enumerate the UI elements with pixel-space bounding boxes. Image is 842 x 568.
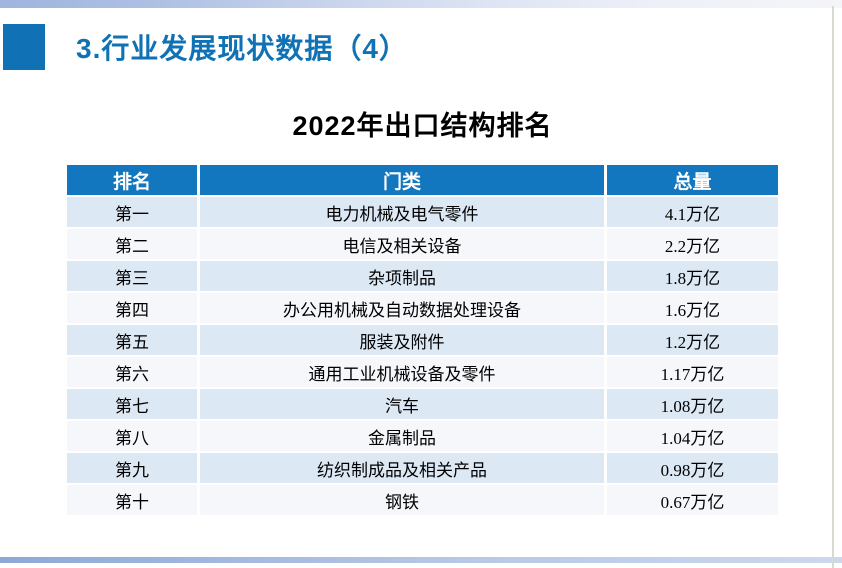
page-title: 3.行业发展现状数据（4） — [76, 33, 408, 64]
total-cell: 2.2万亿 — [607, 229, 778, 261]
table-row: 第七 汽车 1.08万亿 — [67, 389, 778, 421]
total-cell: 4.1万亿 — [607, 197, 778, 229]
total-cell: 1.17万亿 — [607, 357, 778, 389]
rank-cell: 第六 — [67, 357, 200, 389]
total-cell: 1.6万亿 — [607, 293, 778, 325]
table-row: 第二 电信及相关设备 2.2万亿 — [67, 229, 778, 261]
table-row: 第十 钢铁 0.67万亿 — [67, 485, 778, 517]
total-cell: 0.98万亿 — [607, 453, 778, 485]
rank-cell: 第二 — [67, 229, 200, 261]
category-cell: 电信及相关设备 — [200, 229, 607, 261]
title-accent-square — [3, 24, 45, 70]
header-cell-category: 门类 — [200, 165, 607, 197]
slide-right-edge — [832, 6, 834, 568]
rank-cell: 第四 — [67, 293, 200, 325]
total-cell: 1.04万亿 — [607, 421, 778, 453]
category-cell: 服装及附件 — [200, 325, 607, 357]
table-row: 第六 通用工业机械设备及零件 1.17万亿 — [67, 357, 778, 389]
category-cell: 汽车 — [200, 389, 607, 421]
table-title: 2022年出口结构排名 — [292, 111, 553, 141]
category-cell: 纺织制成品及相关产品 — [200, 453, 607, 485]
bottom-decor-bar — [0, 557, 842, 563]
total-cell: 1.08万亿 — [607, 389, 778, 421]
category-cell: 办公用机械及自动数据处理设备 — [200, 293, 607, 325]
category-cell: 杂项制品 — [200, 261, 607, 293]
total-cell: 1.2万亿 — [607, 325, 778, 357]
rank-cell: 第三 — [67, 261, 200, 293]
table-row: 第四 办公用机械及自动数据处理设备 1.6万亿 — [67, 293, 778, 325]
header-cell-total: 总量 — [607, 165, 778, 197]
top-decor-bar — [0, 0, 842, 8]
header-cell-rank: 排名 — [67, 165, 200, 197]
table-row: 第八 金属制品 1.04万亿 — [67, 421, 778, 453]
category-cell: 电力机械及电气零件 — [200, 197, 607, 229]
category-cell: 钢铁 — [200, 485, 607, 517]
export-ranking-table: 排名 门类 总量 第一 电力机械及电气零件 4.1万亿 第二 电信及相关设备 2.2万亿 第三杂… — [67, 165, 778, 517]
rank-cell: 第九 — [67, 453, 200, 485]
table-header-row: 排名 门类 总量 — [67, 165, 778, 197]
table-row: 第三 杂项制品 1.8万亿 — [67, 261, 778, 293]
total-cell: 1.8万亿 — [607, 261, 778, 293]
rank-cell: 第七 — [67, 389, 200, 421]
table-row: 第五 服装及附件 1.2万亿 — [67, 325, 778, 357]
rank-cell: 第十 — [67, 485, 200, 517]
total-cell: 0.67万亿 — [607, 485, 778, 517]
rank-cell: 第五 — [67, 325, 200, 357]
category-cell: 通用工业机械设备及零件 — [200, 357, 607, 389]
table-row: 第九 纺织制成品及相关产品 0.98万亿 — [67, 453, 778, 485]
rank-cell: 第一 — [67, 197, 200, 229]
table-row: 第一 电力机械及电气零件 4.1万亿 — [67, 197, 778, 229]
category-cell: 金属制品 — [200, 421, 607, 453]
rank-cell: 第八 — [67, 421, 200, 453]
